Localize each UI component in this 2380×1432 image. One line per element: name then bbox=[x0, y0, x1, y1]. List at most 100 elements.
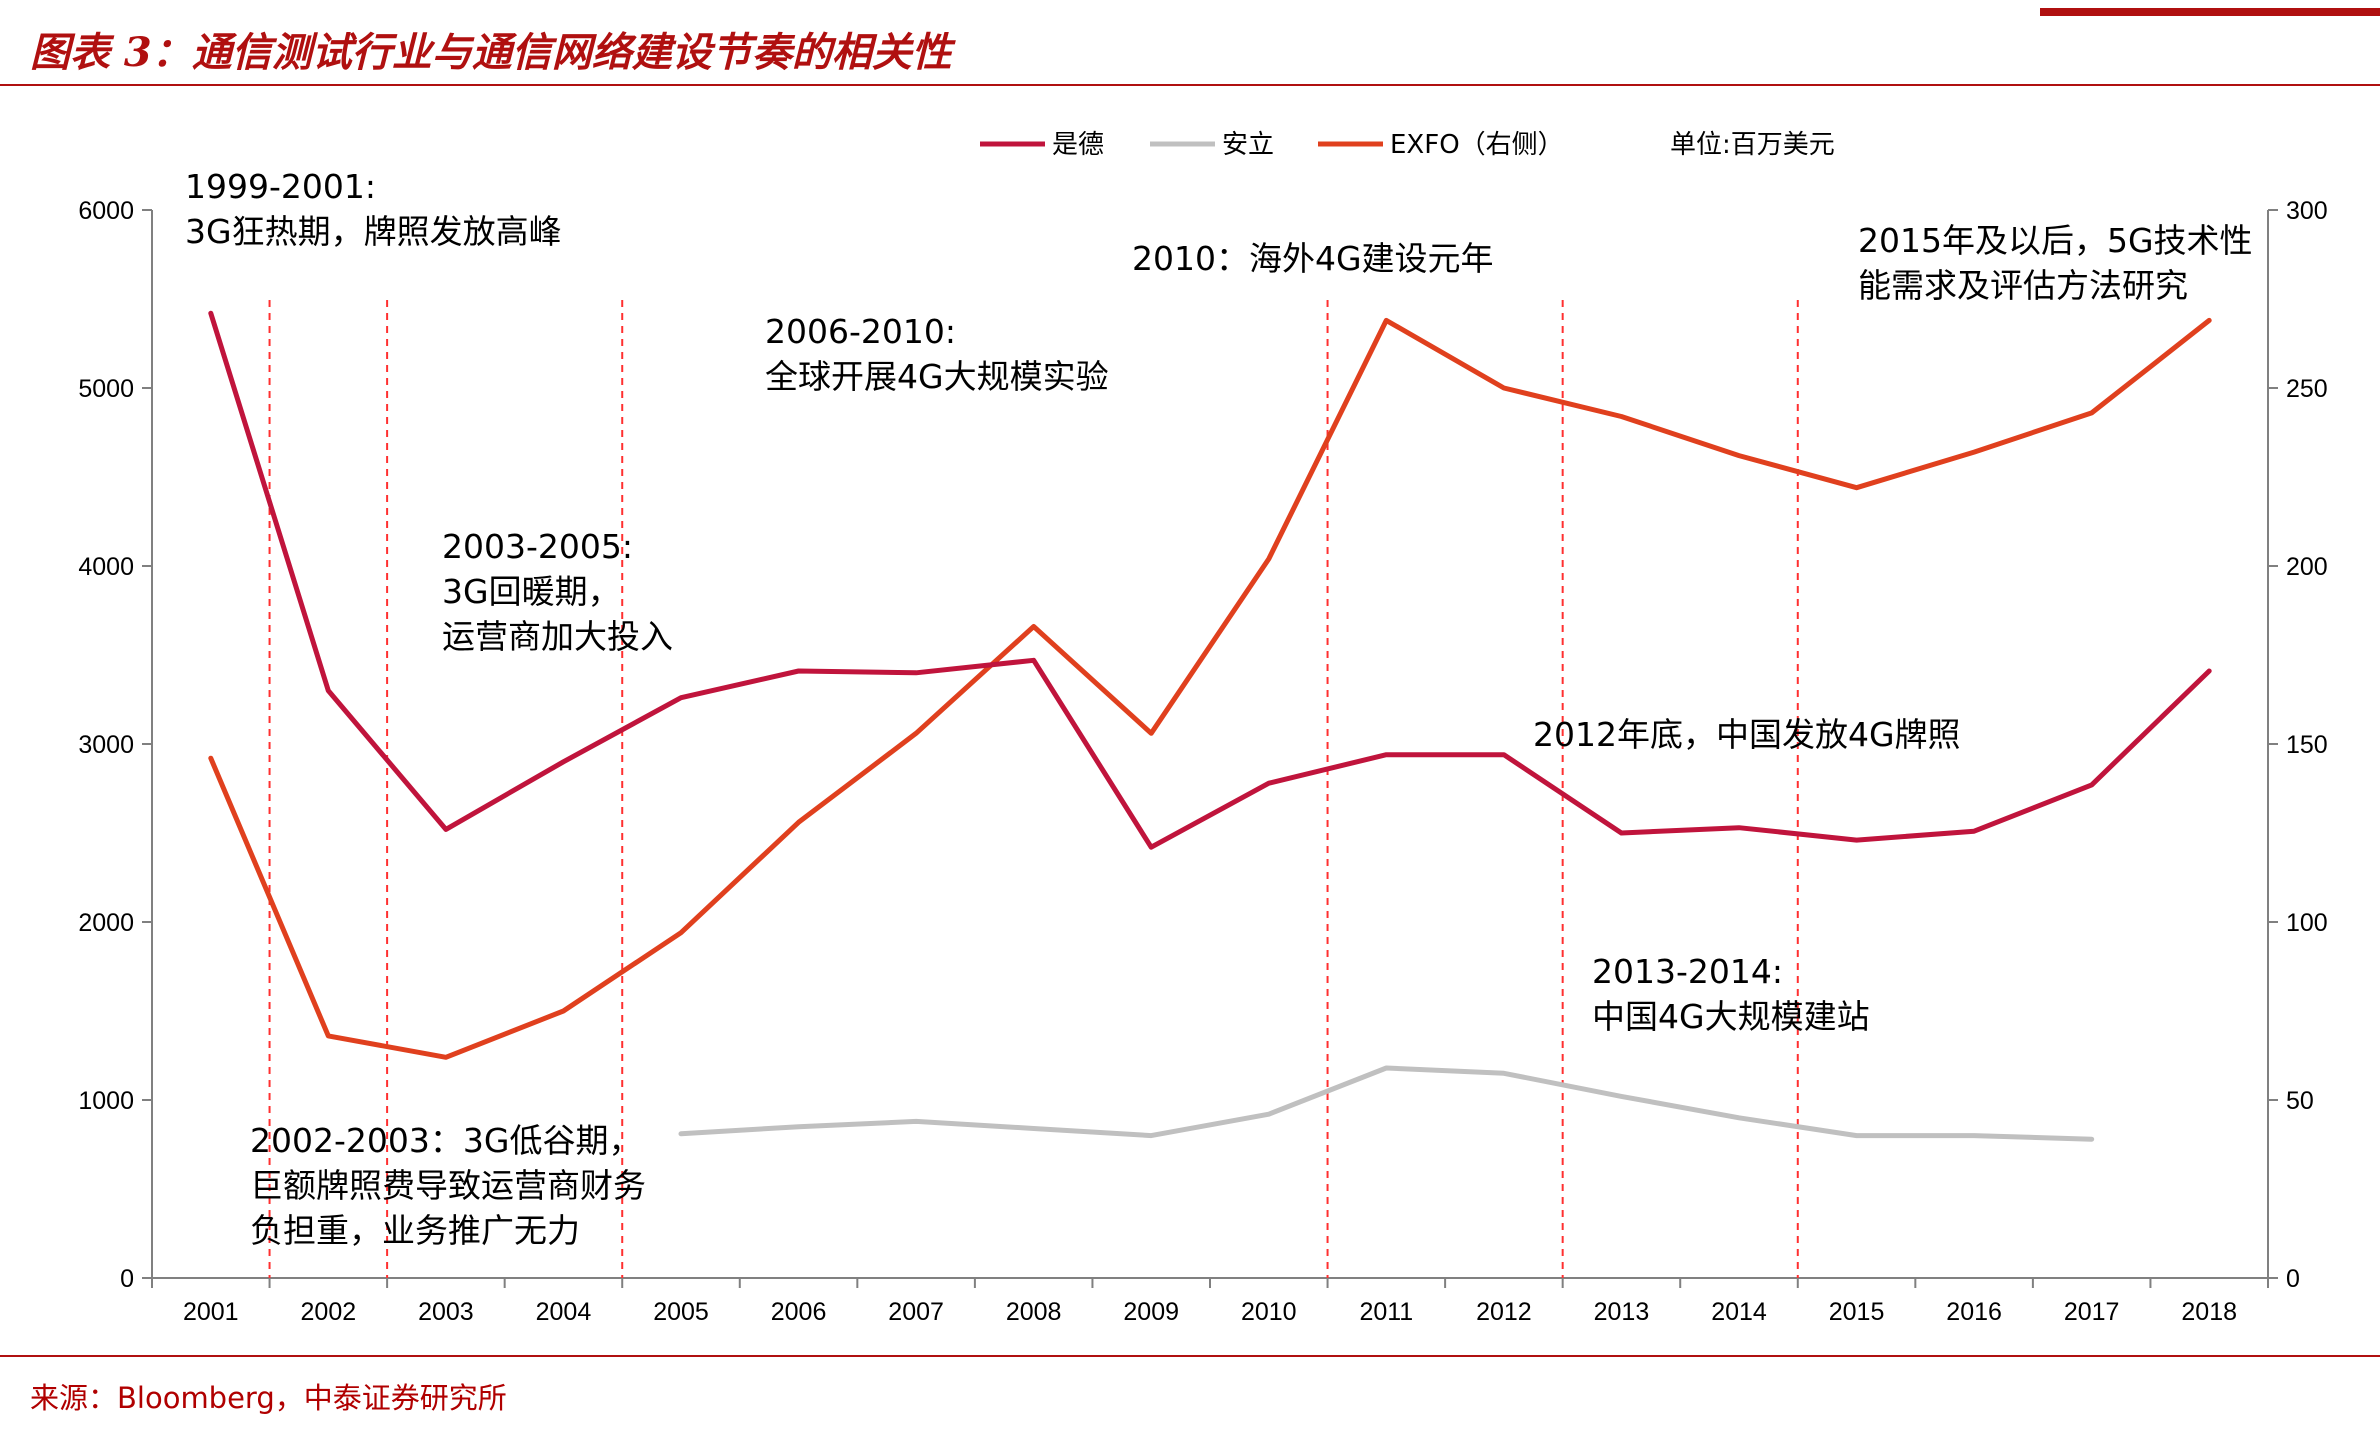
data-point-1-8 bbox=[1149, 1134, 1153, 1138]
data-point-2-9 bbox=[1267, 557, 1271, 561]
right-y-tick-label: 150 bbox=[2286, 731, 2328, 759]
left-y-tick-label: 3000 bbox=[78, 731, 134, 759]
data-point-1-11 bbox=[1502, 1071, 1506, 1075]
x-tick-label: 2002 bbox=[301, 1298, 357, 1326]
x-tick-label: 2008 bbox=[1006, 1298, 1062, 1326]
x-ticks: 2001 2002 2003 2004 2005 2006 2007 2008 2009 2010… bbox=[151, 1278, 2269, 1326]
right-y-tick-label: 100 bbox=[2286, 909, 2328, 937]
data-point-2-7 bbox=[1032, 625, 1036, 629]
data-point-0-15 bbox=[1972, 829, 1976, 833]
x-tick-label: 2010 bbox=[1241, 1298, 1297, 1326]
data-point-1-12 bbox=[1619, 1094, 1623, 1098]
x-tick-label: 2005 bbox=[653, 1298, 709, 1326]
x-tick-label: 2007 bbox=[888, 1298, 944, 1326]
annotation-1999-2001: 1999-2001: 3G狂热期，牌照发放高峰 bbox=[185, 167, 562, 251]
data-point-1-14 bbox=[1855, 1134, 1859, 1138]
x-tick-label: 2006 bbox=[771, 1298, 827, 1326]
data-point-1-7 bbox=[1032, 1126, 1036, 1130]
right-y-ticks: 0 50 100 150 200 250 300 bbox=[2268, 197, 2328, 1293]
data-point-2-0 bbox=[209, 756, 213, 760]
data-point-1-9 bbox=[1267, 1112, 1271, 1116]
data-point-0-11 bbox=[1502, 753, 1506, 757]
data-point-1-5 bbox=[797, 1125, 801, 1129]
data-point-1-6 bbox=[914, 1119, 918, 1123]
data-point-0-2 bbox=[444, 827, 448, 831]
legend-label-keysight: 是德 bbox=[1052, 130, 1104, 160]
source-note: 来源：Bloomberg，中泰证券研究所 bbox=[30, 1381, 507, 1415]
right-y-tick-label: 50 bbox=[2286, 1087, 2314, 1115]
data-point-0-14 bbox=[1855, 838, 1859, 842]
data-point-2-13 bbox=[1737, 454, 1741, 458]
x-tick-label: 2014 bbox=[1711, 1298, 1767, 1326]
left-y-tick-label: 2000 bbox=[78, 909, 134, 937]
legend-label-anritsu: 安立 bbox=[1222, 130, 1274, 160]
x-tick-label: 2018 bbox=[2181, 1298, 2237, 1326]
data-point-0-0 bbox=[209, 311, 213, 315]
x-tick-label: 2001 bbox=[183, 1298, 239, 1326]
left-y-tick-label: 4000 bbox=[78, 553, 134, 581]
data-point-1-16 bbox=[2090, 1137, 2094, 1141]
series-lines bbox=[208, 310, 2212, 1142]
data-point-2-8 bbox=[1149, 731, 1153, 735]
data-point-2-16 bbox=[2090, 411, 2094, 415]
data-point-2-2 bbox=[444, 1055, 448, 1059]
data-point-2-17 bbox=[2207, 318, 2211, 322]
data-point-2-14 bbox=[1855, 486, 1859, 490]
x-tick-label: 2013 bbox=[1594, 1298, 1650, 1326]
annotation-2015-later: 2015年及以后，5G技术性 能需求及评估方法研究 bbox=[1858, 221, 2263, 305]
data-point-1-10 bbox=[1384, 1066, 1388, 1070]
x-tick-label: 2009 bbox=[1123, 1298, 1179, 1326]
data-point-0-17 bbox=[2207, 669, 2211, 673]
annotation-2012: 2012年底，中国发放4G牌照 bbox=[1533, 715, 1961, 754]
x-tick-label: 2012 bbox=[1476, 1298, 1532, 1326]
annotation-2002-2003: 2002-2003：3G低谷期， 巨额牌照费导致运营商财务 负担重，业务推广无力 bbox=[250, 1121, 657, 1250]
data-point-0-3 bbox=[561, 760, 565, 764]
data-point-2-15 bbox=[1972, 450, 1976, 454]
data-point-2-10 bbox=[1384, 318, 1388, 322]
x-tick-label: 2011 bbox=[1359, 1298, 1413, 1326]
data-point-0-5 bbox=[797, 669, 801, 673]
data-point-0-12 bbox=[1619, 831, 1623, 835]
x-tick-label: 2017 bbox=[2064, 1298, 2120, 1326]
right-y-tick-label: 250 bbox=[2286, 375, 2328, 403]
data-point-2-1 bbox=[326, 1034, 330, 1038]
data-point-2-6 bbox=[914, 731, 918, 735]
data-point-0-10 bbox=[1384, 753, 1388, 757]
header-accent-bar bbox=[2040, 8, 2380, 16]
data-point-2-5 bbox=[797, 820, 801, 824]
data-point-0-6 bbox=[914, 671, 918, 675]
data-point-0-9 bbox=[1267, 781, 1271, 785]
data-point-1-15 bbox=[1972, 1134, 1976, 1138]
x-tick-label: 2004 bbox=[536, 1298, 592, 1326]
data-point-2-3 bbox=[561, 1009, 565, 1013]
right-y-tick-label: 300 bbox=[2286, 197, 2328, 225]
chart-title: 图表 3：通信测试行业与通信网络建设节奏的相关性 bbox=[30, 29, 957, 76]
data-point-1-13 bbox=[1737, 1116, 1741, 1120]
left-y-tick-label: 0 bbox=[120, 1265, 134, 1293]
x-tick-label: 2015 bbox=[1829, 1298, 1885, 1326]
data-point-2-12 bbox=[1619, 414, 1623, 418]
data-point-2-4 bbox=[679, 931, 683, 935]
series-line-2 bbox=[208, 317, 2212, 1060]
left-y-tick-label: 5000 bbox=[78, 375, 134, 403]
legend-label-exfo: EXFO（右侧） bbox=[1390, 130, 1564, 160]
left-y-ticks: 0 1000 2000 3000 4000 5000 6000 bbox=[78, 197, 152, 1293]
annotation-2003-2005: 2003-2005: 3G回暖期， 运营商加大投入 bbox=[442, 527, 673, 656]
annotations: 1999-2001: 3G狂热期，牌照发放高峰 2010：海外4G建设元年 20… bbox=[185, 167, 2263, 1250]
data-point-2-11 bbox=[1502, 386, 1506, 390]
x-tick-label: 2016 bbox=[1946, 1298, 2002, 1326]
period-dividers bbox=[268, 300, 1799, 1278]
annotation-2010: 2010：海外4G建设元年 bbox=[1132, 239, 1494, 278]
unit-label: 单位:百万美元 bbox=[1670, 130, 1835, 160]
data-point-0-4 bbox=[679, 696, 683, 700]
right-y-tick-label: 200 bbox=[2286, 553, 2328, 581]
annotation-2006-2010: 2006-2010: 全球开展4G大规模实验 bbox=[765, 312, 1109, 396]
annotation-2013-2014: 2013-2014: 中国4G大规模建站 bbox=[1592, 952, 1870, 1036]
data-point-0-13 bbox=[1737, 826, 1741, 830]
data-point-1-4 bbox=[679, 1132, 683, 1136]
left-y-tick-label: 6000 bbox=[78, 197, 134, 225]
data-point-0-1 bbox=[326, 689, 330, 693]
right-y-tick-label: 0 bbox=[2286, 1265, 2300, 1293]
series-line-0 bbox=[208, 310, 2212, 850]
